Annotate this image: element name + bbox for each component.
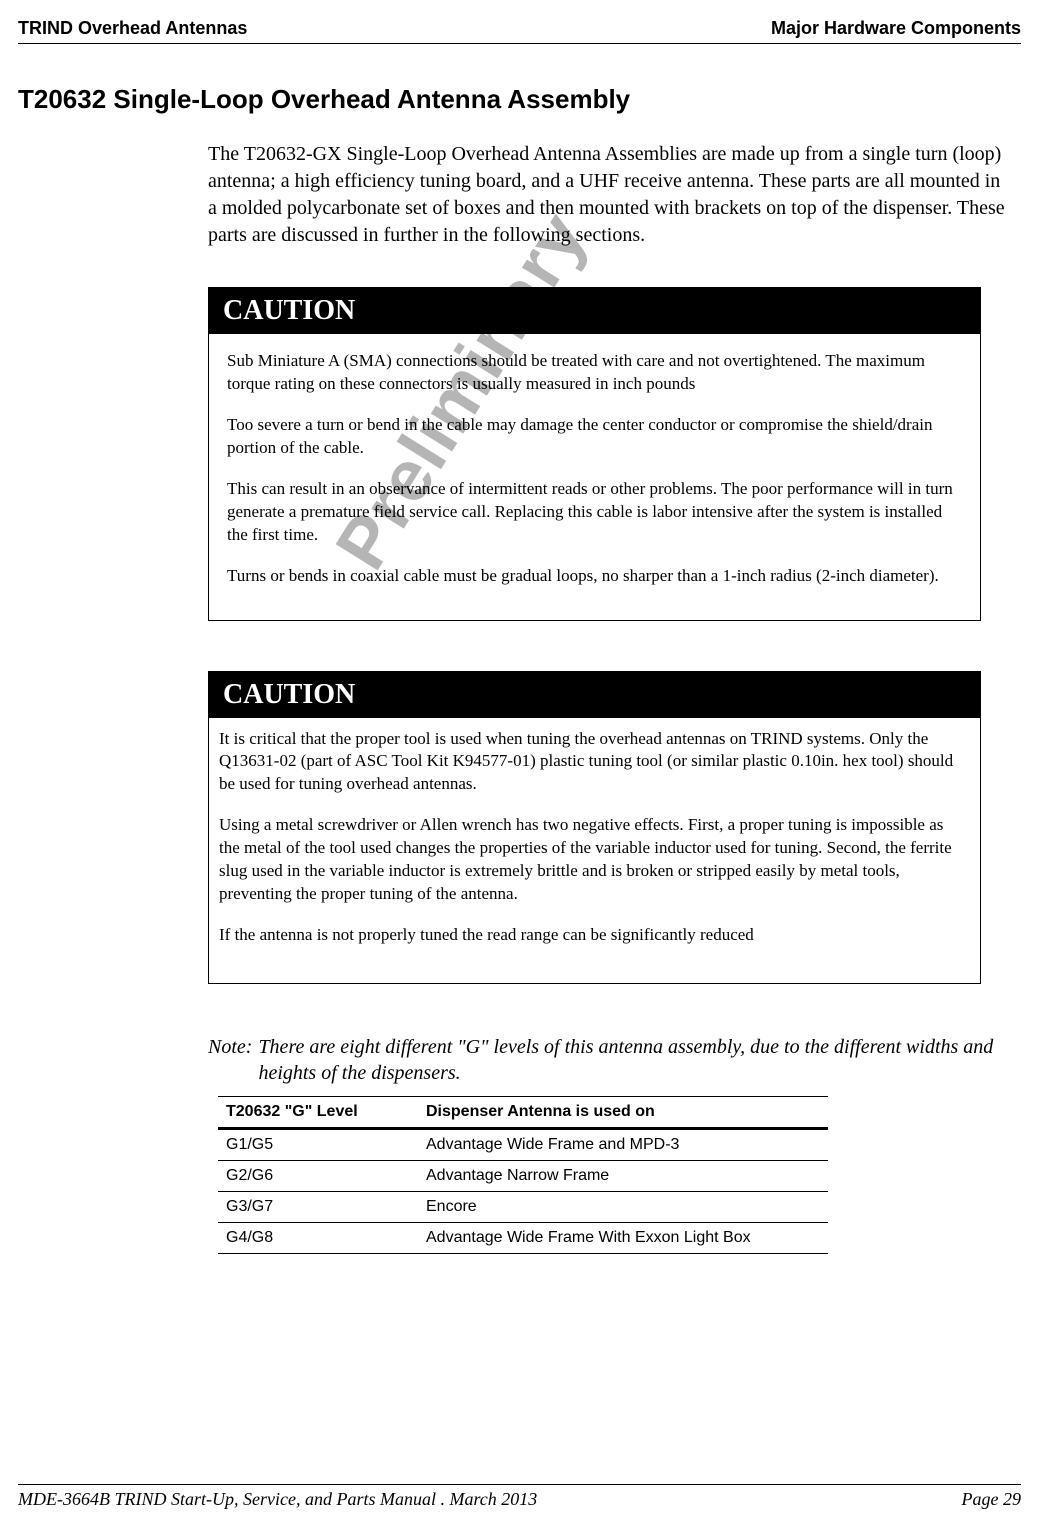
caution-body-2: It is critical that the proper tool is u… — [209, 718, 980, 984]
table-header-g-level: T20632 "G" Level — [218, 1097, 418, 1129]
cell-g-level: G3/G7 — [218, 1192, 418, 1223]
caution1-p3: This can result in an observance of inte… — [227, 478, 962, 547]
intro-paragraph: The T20632-GX Single-Loop Overhead Anten… — [208, 141, 1011, 249]
caution-box-1: CAUTION Sub Miniature A (SMA) connection… — [208, 287, 981, 621]
cell-dispenser: Encore — [418, 1192, 828, 1223]
table-row: G1/G5 Advantage Wide Frame and MPD-3 — [218, 1129, 828, 1161]
cell-dispenser: Advantage Narrow Frame — [418, 1161, 828, 1192]
cell-dispenser: Advantage Wide Frame and MPD-3 — [418, 1129, 828, 1161]
caution1-p1: Sub Miniature A (SMA) connections should… — [227, 350, 962, 396]
cell-g-level: G4/G8 — [218, 1223, 418, 1254]
caution2-p1: It is critical that the proper tool is u… — [219, 728, 966, 797]
caution2-p3: If the antenna is not properly tuned the… — [219, 924, 966, 947]
cell-g-level: G2/G6 — [218, 1161, 418, 1192]
footer-right: Page 29 — [962, 1489, 1021, 1510]
table-header-dispenser: Dispenser Antenna is used on — [418, 1097, 828, 1129]
header-right: Major Hardware Components — [771, 18, 1021, 39]
header-left: TRIND Overhead Antennas — [18, 18, 247, 39]
caution-label: CAUTION — [209, 672, 980, 718]
table-row: G3/G7 Encore — [218, 1192, 828, 1223]
caution-label: CAUTION — [209, 288, 980, 334]
note-label: Note: — [208, 1034, 252, 1086]
table-row: G2/G6 Advantage Narrow Frame — [218, 1161, 828, 1192]
cell-dispenser: Advantage Wide Frame With Exxon Light Bo… — [418, 1223, 828, 1254]
note-text: There are eight different "G" levels of … — [258, 1034, 1011, 1086]
caution1-p2: Too severe a turn or bend in the cable m… — [227, 414, 962, 460]
note-block: Note: There are eight different "G" leve… — [208, 1034, 1011, 1086]
footer-left: MDE-3664B TRIND Start-Up, Service, and P… — [18, 1489, 537, 1510]
table-header-row: T20632 "G" Level Dispenser Antenna is us… — [218, 1097, 828, 1129]
caution2-p2: Using a metal screwdriver or Allen wrenc… — [219, 814, 966, 906]
page-header: TRIND Overhead Antennas Major Hardware C… — [18, 18, 1021, 44]
section-title: T20632 Single-Loop Overhead Antenna Asse… — [18, 84, 1021, 115]
caution-body-1: Sub Miniature A (SMA) connections should… — [209, 334, 980, 620]
caution-box-2: CAUTION It is critical that the proper t… — [208, 671, 981, 985]
caution1-p4: Turns or bends in coaxial cable must be … — [227, 565, 962, 588]
table-row: G4/G8 Advantage Wide Frame With Exxon Li… — [218, 1223, 828, 1254]
g-level-table: T20632 "G" Level Dispenser Antenna is us… — [218, 1096, 828, 1254]
page-footer: MDE-3664B TRIND Start-Up, Service, and P… — [18, 1484, 1021, 1510]
cell-g-level: G1/G5 — [218, 1129, 418, 1161]
